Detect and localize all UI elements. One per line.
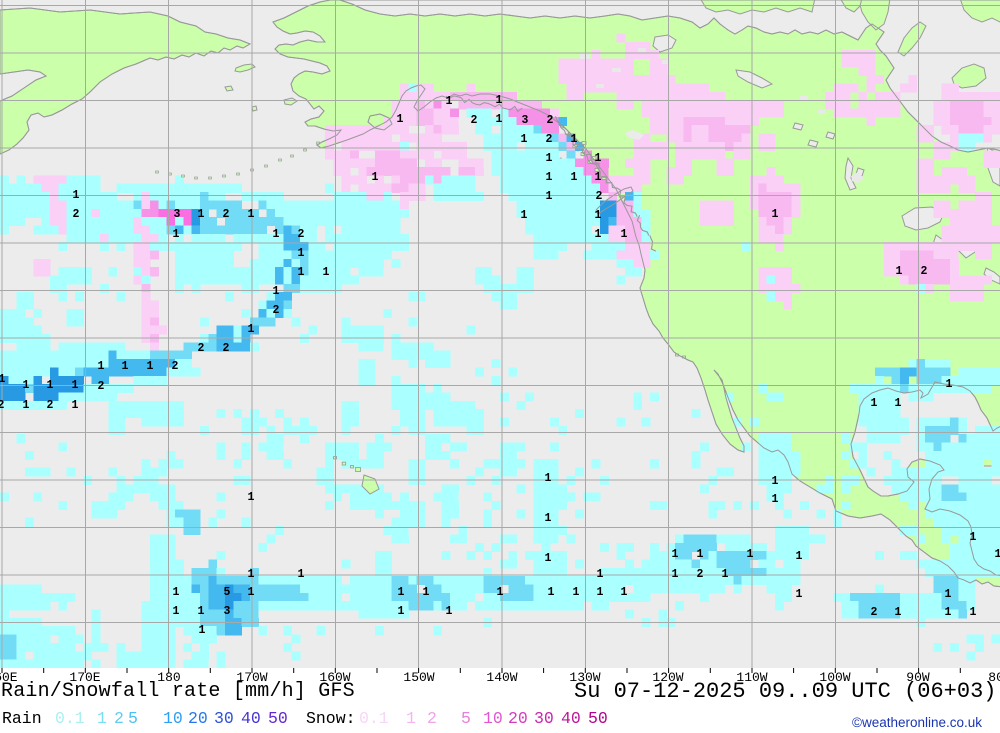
svg-text:1: 1 — [446, 605, 453, 618]
svg-text:1: 1 — [595, 228, 602, 241]
svg-text:1: 1 — [173, 228, 180, 241]
svg-text:1: 1 — [248, 208, 255, 221]
svg-text:1: 1 — [621, 228, 628, 241]
svg-text:5: 5 — [224, 586, 231, 599]
svg-text:1: 1 — [372, 171, 379, 184]
svg-text:1: 1 — [672, 548, 679, 561]
svg-text:1: 1 — [173, 605, 180, 618]
svg-text:1: 1 — [546, 152, 553, 165]
svg-text:1: 1 — [595, 171, 602, 184]
svg-text:2: 2 — [273, 304, 280, 317]
svg-text:1: 1 — [772, 493, 779, 506]
svg-text:1: 1 — [970, 606, 977, 619]
svg-text:1: 1 — [446, 95, 453, 108]
svg-text:1: 1 — [796, 588, 803, 601]
svg-text:1: 1 — [198, 605, 205, 618]
svg-text:1: 1 — [398, 605, 405, 618]
svg-text:2: 2 — [223, 342, 230, 355]
svg-text:1: 1 — [199, 624, 206, 637]
svg-text:1: 1 — [945, 606, 952, 619]
svg-text:1: 1 — [772, 475, 779, 488]
svg-text:2: 2 — [223, 208, 230, 221]
svg-text:2: 2 — [596, 190, 603, 203]
svg-text:2: 2 — [73, 208, 80, 221]
svg-text:1: 1 — [871, 397, 878, 410]
svg-text:1: 1 — [573, 586, 580, 599]
svg-text:1: 1 — [945, 588, 952, 601]
svg-text:1: 1 — [248, 568, 255, 581]
svg-text:1: 1 — [23, 399, 30, 412]
svg-text:1: 1 — [98, 360, 105, 373]
svg-text:1: 1 — [298, 247, 305, 260]
svg-text:1: 1 — [545, 552, 552, 565]
svg-text:1: 1 — [946, 378, 953, 391]
svg-text:1: 1 — [398, 586, 405, 599]
svg-text:1: 1 — [895, 397, 902, 410]
svg-text:1: 1 — [298, 568, 305, 581]
svg-text:2: 2 — [47, 399, 54, 412]
svg-text:1: 1 — [521, 133, 528, 146]
svg-text:1: 1 — [273, 285, 280, 298]
svg-text:1: 1 — [423, 586, 430, 599]
svg-text:2: 2 — [298, 228, 305, 241]
svg-text:1: 1 — [273, 228, 280, 241]
svg-text:1: 1 — [497, 586, 504, 599]
svg-text:1: 1 — [298, 266, 305, 279]
svg-text:1: 1 — [722, 568, 729, 581]
svg-text:1: 1 — [248, 323, 255, 336]
svg-text:1: 1 — [248, 491, 255, 504]
svg-text:1: 1 — [548, 586, 555, 599]
svg-text:1: 1 — [122, 360, 129, 373]
svg-text:1: 1 — [545, 472, 552, 485]
svg-text:1: 1 — [895, 606, 902, 619]
svg-text:1: 1 — [248, 586, 255, 599]
svg-text:1: 1 — [621, 586, 628, 599]
svg-text:2: 2 — [921, 265, 928, 278]
svg-text:2: 2 — [546, 133, 553, 146]
svg-text:1: 1 — [697, 548, 704, 561]
svg-text:1: 1 — [747, 548, 754, 561]
svg-text:1: 1 — [147, 360, 154, 373]
svg-text:1: 1 — [72, 379, 79, 392]
svg-text:1: 1 — [72, 399, 79, 412]
svg-text:1: 1 — [597, 586, 604, 599]
svg-text:1: 1 — [173, 586, 180, 599]
svg-text:1: 1 — [0, 373, 6, 386]
svg-text:1: 1 — [571, 171, 578, 184]
svg-text:2: 2 — [547, 114, 554, 127]
svg-text:1: 1 — [73, 189, 80, 202]
svg-text:1: 1 — [571, 133, 578, 146]
svg-text:1: 1 — [545, 512, 552, 525]
svg-text:2: 2 — [198, 342, 205, 355]
svg-text:1: 1 — [323, 266, 330, 279]
svg-text:2: 2 — [471, 114, 478, 127]
svg-text:1: 1 — [521, 209, 528, 222]
svg-text:1: 1 — [23, 379, 30, 392]
svg-text:1: 1 — [496, 94, 503, 107]
svg-text:1: 1 — [546, 190, 553, 203]
svg-text:1: 1 — [595, 152, 602, 165]
svg-text:2: 2 — [697, 568, 704, 581]
svg-text:3: 3 — [522, 114, 529, 127]
svg-text:1: 1 — [970, 531, 977, 544]
svg-text:1: 1 — [47, 379, 54, 392]
svg-text:1: 1 — [397, 113, 404, 126]
svg-text:1: 1 — [796, 550, 803, 563]
svg-text:2: 2 — [172, 360, 179, 373]
svg-text:2: 2 — [871, 606, 878, 619]
svg-text:1: 1 — [772, 208, 779, 221]
svg-text:1: 1 — [896, 265, 903, 278]
svg-text:1: 1 — [546, 171, 553, 184]
svg-text:1: 1 — [672, 568, 679, 581]
svg-text:3: 3 — [174, 208, 181, 221]
svg-text:1: 1 — [995, 548, 1000, 561]
svg-text:2: 2 — [0, 399, 5, 412]
svg-text:3: 3 — [224, 605, 231, 618]
svg-text:1: 1 — [595, 209, 602, 222]
svg-text:1: 1 — [198, 208, 205, 221]
svg-text:2: 2 — [98, 380, 105, 393]
svg-text:1: 1 — [597, 568, 604, 581]
svg-text:1: 1 — [496, 113, 503, 126]
